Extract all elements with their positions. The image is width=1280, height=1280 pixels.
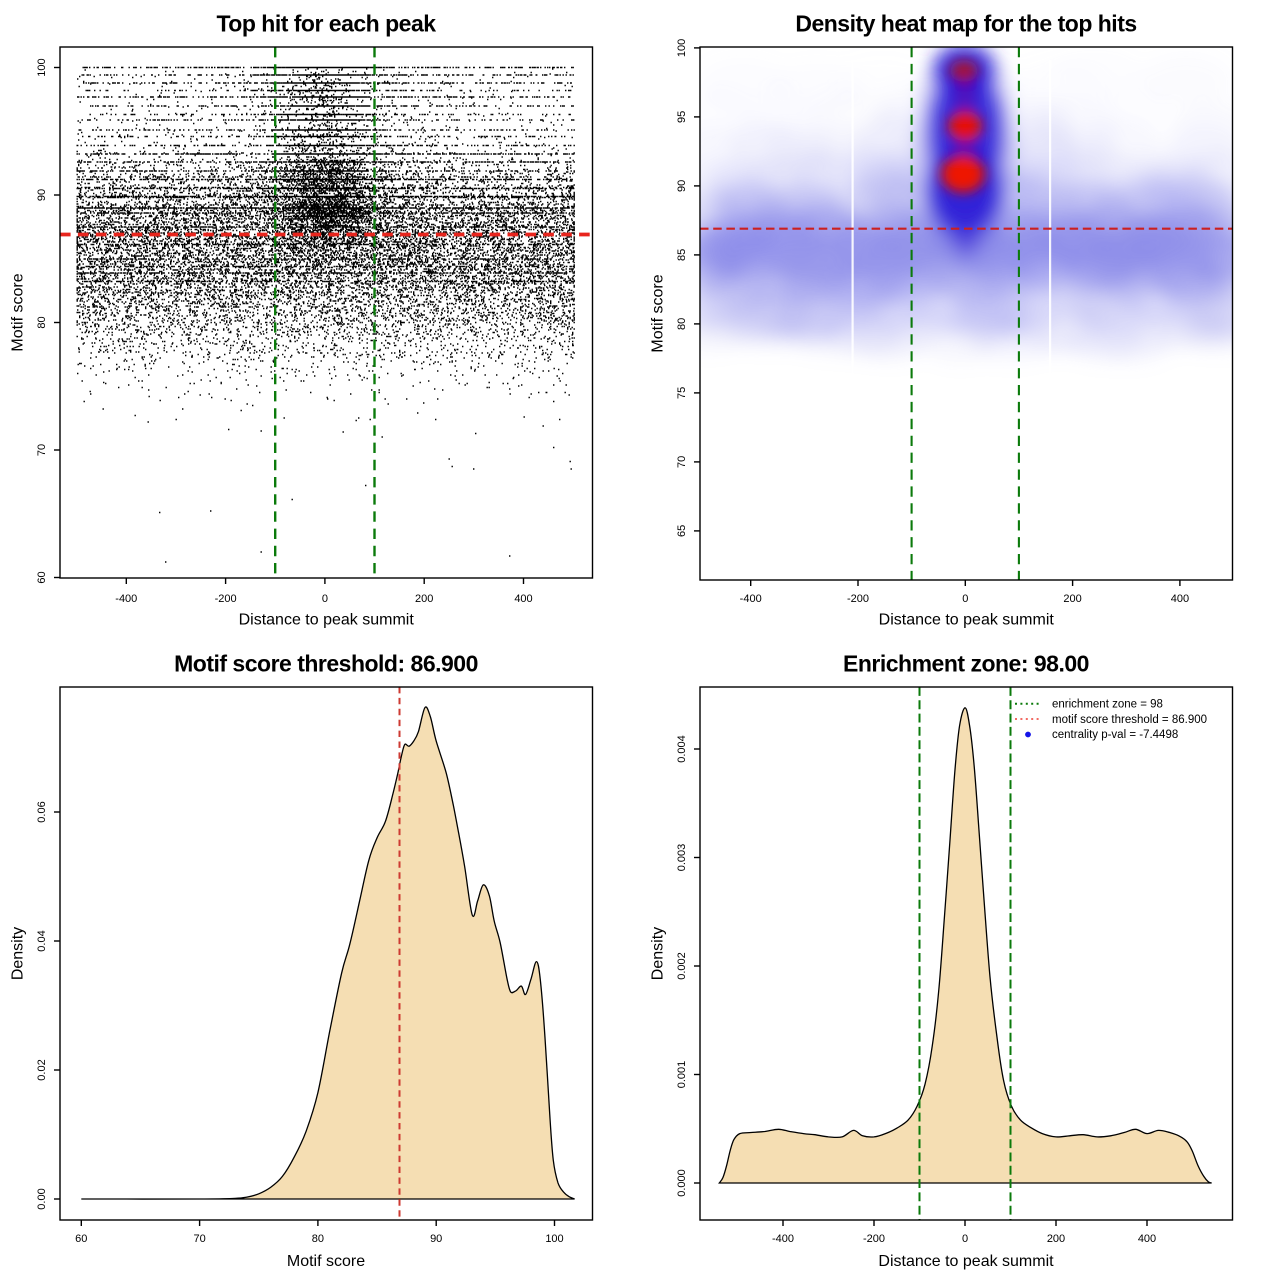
svg-text:-400: -400 <box>115 593 137 605</box>
svg-text:70: 70 <box>193 1233 205 1245</box>
svg-text:Motif score threshold: 86.900: Motif score threshold: 86.900 <box>174 651 478 677</box>
svg-text:100: 100 <box>36 58 48 76</box>
svg-text:90: 90 <box>676 180 688 192</box>
svg-text:Density: Density <box>9 927 26 980</box>
svg-text:70: 70 <box>36 444 48 456</box>
svg-text:Enrichment zone: 98.00: Enrichment zone: 98.00 <box>843 651 1089 677</box>
svg-text:200: 200 <box>1047 1233 1065 1245</box>
svg-text:Distance to peak summit: Distance to peak summit <box>879 612 1055 629</box>
svg-text:100: 100 <box>545 1233 563 1245</box>
svg-text:Motif score: Motif score <box>649 274 666 352</box>
svg-text:200: 200 <box>415 593 433 605</box>
svg-text:100: 100 <box>676 39 688 57</box>
svg-text:Motif score: Motif score <box>9 273 26 351</box>
svg-text:enrichment zone = 98: enrichment zone = 98 <box>1052 699 1163 711</box>
svg-text:400: 400 <box>1171 593 1189 605</box>
svg-text:90: 90 <box>430 1233 442 1245</box>
svg-text:0.000: 0.000 <box>676 1169 688 1197</box>
svg-text:Top hit for each peak: Top hit for each peak <box>216 11 436 37</box>
svg-text:Density heat map for the top h: Density heat map for the top hits <box>795 11 1136 37</box>
svg-text:Distance to peak summit: Distance to peak summit <box>239 612 415 629</box>
svg-text:-400: -400 <box>772 1233 794 1245</box>
svg-text:Density: Density <box>649 927 666 980</box>
svg-text:0.02: 0.02 <box>36 1059 48 1080</box>
svg-text:-200: -200 <box>863 1233 885 1245</box>
svg-text:0.00: 0.00 <box>36 1188 48 1209</box>
svg-text:80: 80 <box>312 1233 324 1245</box>
svg-text:80: 80 <box>676 318 688 330</box>
svg-text:motif score threshold = 86.900: motif score threshold = 86.900 <box>1052 714 1207 726</box>
svg-text:60: 60 <box>36 571 48 583</box>
svg-text:0.04: 0.04 <box>36 930 48 951</box>
svg-text:0: 0 <box>322 593 328 605</box>
svg-text:80: 80 <box>36 316 48 328</box>
svg-text:60: 60 <box>75 1233 87 1245</box>
svg-text:0: 0 <box>962 593 968 605</box>
svg-text:75: 75 <box>676 387 688 399</box>
svg-text:0.06: 0.06 <box>36 801 48 822</box>
svg-text:90: 90 <box>36 189 48 201</box>
svg-text:-400: -400 <box>740 593 762 605</box>
svg-text:200: 200 <box>1063 593 1081 605</box>
svg-text:0.001: 0.001 <box>676 1061 688 1089</box>
svg-text:-200: -200 <box>847 593 869 605</box>
svg-text:65: 65 <box>676 525 688 537</box>
svg-text:85: 85 <box>676 249 688 261</box>
svg-text:Motif score: Motif score <box>287 1253 365 1270</box>
svg-text:400: 400 <box>514 593 532 605</box>
svg-text:95: 95 <box>676 111 688 123</box>
svg-text:0.003: 0.003 <box>676 844 688 872</box>
svg-text:400: 400 <box>1138 1233 1156 1245</box>
svg-text:centrality p-val = -7.4498: centrality p-val = -7.4498 <box>1052 729 1178 741</box>
svg-text:-200: -200 <box>215 593 237 605</box>
svg-text:0.004: 0.004 <box>676 735 688 763</box>
svg-text:0: 0 <box>962 1233 968 1245</box>
svg-text:70: 70 <box>676 456 688 468</box>
svg-text:Distance to peak summit: Distance to peak summit <box>878 1253 1054 1270</box>
svg-text:0.002: 0.002 <box>676 952 688 980</box>
